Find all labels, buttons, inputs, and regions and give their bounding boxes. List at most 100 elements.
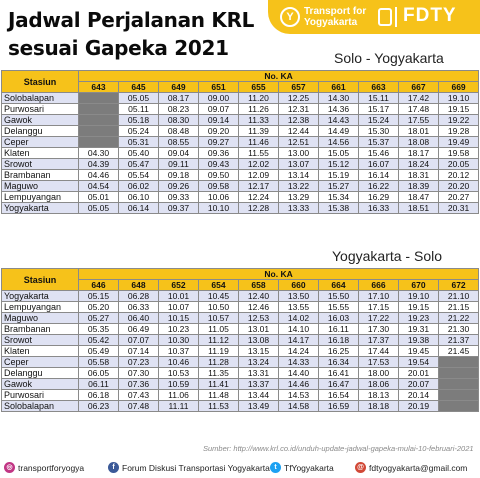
time-cell: 10.10 — [198, 202, 239, 214]
footer-facebook[interactable]: f Forum Diskusi Transportasi Yogyakarta — [108, 462, 270, 473]
time-cell: 20.01 — [398, 367, 439, 379]
footer-email[interactable]: @ fdtyogyakarta@gmail.com — [355, 462, 467, 473]
time-cell: 19.23 — [398, 312, 439, 324]
no-service-cell — [437, 378, 480, 390]
brand-tagline-1: Transport for — [304, 6, 367, 17]
time-cell: 07.07 — [118, 334, 159, 346]
table-row: Solobalapan 05.05 08.17 09.00 11.20 12.25 14.3… — [1, 92, 480, 104]
time-cell: 11.28 — [198, 356, 239, 368]
brand-name: FDTY — [403, 5, 457, 26]
time-cell: 08.55 — [158, 136, 199, 148]
time-cell: 13.29 — [278, 191, 319, 203]
table-row: Purwosari 05.11 08.23 09.07 11.26 12.31 14.36 1… — [1, 103, 480, 115]
time-cell: 17.30 — [358, 323, 399, 335]
time-cell: 20.07 — [398, 378, 439, 390]
time-cell: 10.01 — [158, 290, 199, 302]
time-cell: 14.43 — [318, 114, 359, 126]
time-cell: 19.49 — [437, 136, 480, 148]
time-cell: 16.34 — [318, 356, 359, 368]
time-cell: 13.31 — [238, 367, 279, 379]
train-number-header: 664 — [318, 279, 359, 291]
time-cell: 14.17 — [278, 334, 319, 346]
time-cell: 09.18 — [158, 169, 199, 181]
time-cell: 05.47 — [118, 158, 159, 170]
time-cell: 13.08 — [238, 334, 279, 346]
time-cell: 11.12 — [198, 334, 239, 346]
time-cell: 05.31 — [118, 136, 159, 148]
station-name: Maguwo — [1, 312, 79, 324]
time-cell: 18.08 — [398, 136, 439, 148]
no-service-cell — [78, 92, 119, 104]
time-cell: 18.00 — [358, 367, 399, 379]
train-number-header: 645 — [118, 81, 159, 93]
time-cell: 16.14 — [358, 169, 399, 181]
station-name: Solobalapan — [1, 92, 79, 104]
time-cell: 05.11 — [118, 103, 159, 115]
station-name: Purwosari — [1, 389, 79, 401]
table-row: Brambanan 05.35 06.49 10.23 11.05 13.01 14.10 1… — [1, 323, 480, 335]
time-cell: 11.26 — [238, 103, 279, 115]
source-note: Sumber: http://www.krl.co.id/unduh-updat… — [203, 444, 474, 453]
time-cell: 15.37 — [358, 136, 399, 148]
footer-instagram[interactable]: ◎ transportforyogya — [4, 462, 84, 473]
time-cell: 16.22 — [358, 180, 399, 192]
time-cell: 17.44 — [358, 345, 399, 357]
time-cell: 08.30 — [158, 114, 199, 126]
time-cell: 05.35 — [78, 323, 119, 335]
time-cell: 05.05 — [118, 92, 159, 104]
train-number-header: 669 — [437, 81, 480, 93]
footer-twitter[interactable]: t TfYogyakarta — [270, 462, 334, 473]
transport-logo-icon: Y — [280, 7, 300, 27]
time-cell: 09.00 — [198, 92, 239, 104]
table-row: Srowot 05.42 07.07 10.30 11.12 13.08 14.17 16.1… — [1, 334, 480, 346]
time-cell: 12.40 — [238, 290, 279, 302]
time-cell: 14.58 — [278, 400, 319, 412]
time-cell: 15.24 — [358, 114, 399, 126]
train-number-header: 670 — [398, 279, 439, 291]
time-cell: 17.15 — [358, 301, 399, 313]
time-cell: 05.42 — [78, 334, 119, 346]
time-cell: 12.51 — [278, 136, 319, 148]
no-service-cell — [78, 103, 119, 115]
station-name: Maguwo — [1, 180, 79, 192]
time-cell: 20.12 — [437, 169, 480, 181]
time-cell: 11.39 — [238, 125, 279, 137]
station-name: Delanggu — [1, 125, 79, 137]
time-cell: 09.07 — [198, 103, 239, 115]
email-icon: @ — [355, 462, 366, 473]
time-cell: 12.24 — [238, 191, 279, 203]
time-cell: 18.06 — [358, 378, 399, 390]
time-cell: 09.20 — [198, 125, 239, 137]
time-cell: 09.50 — [198, 169, 239, 181]
column-header-station: Stasiun — [1, 268, 79, 291]
time-cell: 07.36 — [118, 378, 159, 390]
train-number-header: 655 — [238, 81, 279, 93]
time-cell: 21.10 — [437, 290, 480, 302]
no-service-cell — [437, 400, 480, 412]
time-cell: 11.19 — [198, 345, 239, 357]
time-cell: 11.41 — [198, 378, 239, 390]
column-header-station: Stasiun — [1, 70, 79, 93]
footer: ◎ transportforyogya f Forum Diskusi Tran… — [0, 458, 480, 478]
time-cell: 19.22 — [437, 114, 480, 126]
time-cell: 15.11 — [358, 92, 399, 104]
time-cell: 14.40 — [278, 367, 319, 379]
time-cell: 06.18 — [78, 389, 119, 401]
time-cell: 18.31 — [398, 169, 439, 181]
time-cell: 13.37 — [238, 378, 279, 390]
train-number-header: 661 — [318, 81, 359, 93]
train-number-header: 657 — [278, 81, 319, 93]
route-label-yogyakarta-solo: Yogyakarta - Solo — [332, 248, 442, 264]
time-cell: 16.59 — [318, 400, 359, 412]
station-name: Srowot — [1, 334, 79, 346]
table-row: Klaten 04.30 05.40 09.04 09.36 11.55 13.00 15.0… — [1, 147, 480, 159]
time-cell: 06.33 — [118, 301, 159, 313]
time-cell: 16.25 — [318, 345, 359, 357]
time-cell: 09.43 — [198, 158, 239, 170]
time-cell: 17.42 — [398, 92, 439, 104]
brand-tagline: Transport for Yogyakarta — [304, 6, 366, 28]
time-cell: 09.37 — [158, 202, 199, 214]
station-name: Srowot — [1, 158, 79, 170]
time-cell: 12.28 — [238, 202, 279, 214]
train-number-header: 652 — [158, 279, 199, 291]
